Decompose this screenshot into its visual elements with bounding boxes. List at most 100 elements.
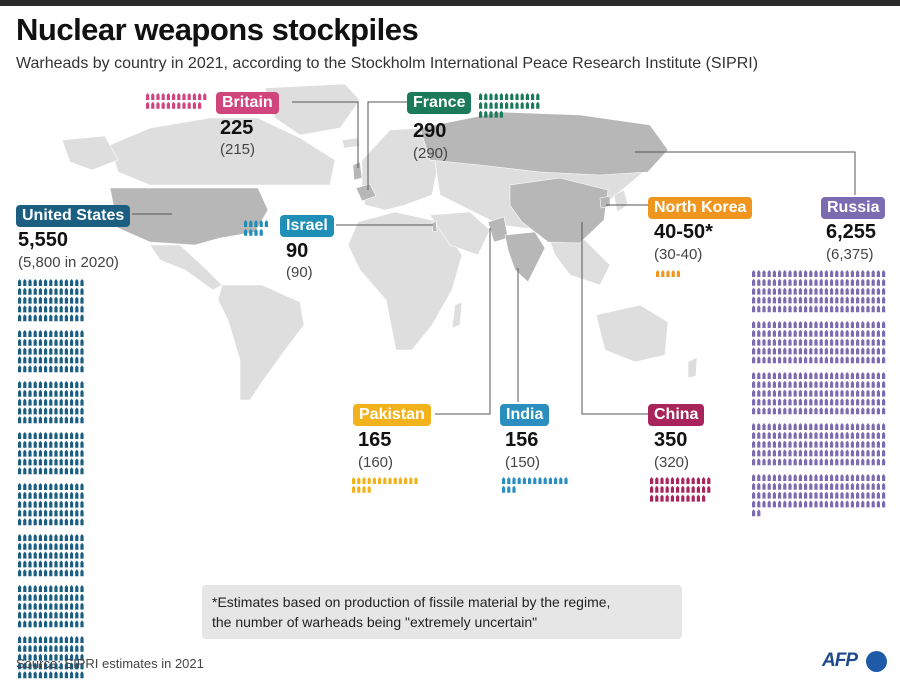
warhead-icon: [871, 329, 875, 337]
warhead-icon: [33, 671, 37, 679]
warhead-icon: [44, 338, 48, 346]
warhead-icon: [177, 101, 181, 109]
warhead-icon: [762, 389, 766, 397]
warhead-icon: [70, 365, 74, 373]
warhead-icon: [59, 491, 63, 499]
warhead-icon: [18, 602, 22, 610]
warhead-icon: [502, 485, 506, 493]
warhead-icon: [18, 407, 22, 415]
warhead-icon: [670, 485, 674, 493]
warhead-icon: [882, 389, 886, 397]
warhead-icon: [866, 296, 870, 304]
warhead-icon: [38, 296, 42, 304]
warhead-icon: [819, 398, 823, 406]
warhead-icon: [28, 365, 32, 373]
warhead-icon: [54, 398, 58, 406]
warhead-icon: [59, 542, 63, 550]
value-israel: 90: [286, 240, 309, 262]
warhead-icon: [75, 449, 79, 457]
warhead-icon: [38, 407, 42, 415]
warhead-icon: [824, 321, 828, 328]
warhead-icon: [882, 449, 886, 457]
warhead-icon: [804, 278, 808, 286]
warhead-icon: [783, 474, 787, 481]
warhead-icon: [38, 611, 42, 619]
warhead-icon: [882, 474, 886, 481]
warhead-icon: [798, 305, 802, 313]
warhead-icon: [762, 482, 766, 490]
warhead-icon: [850, 407, 854, 415]
warhead-icon: [840, 440, 844, 448]
warhead-icon: [856, 431, 860, 439]
warhead-icon: [814, 321, 818, 328]
warhead-icon: [814, 500, 818, 508]
warhead-icon: [871, 321, 875, 328]
leader-france: [367, 101, 408, 190]
warhead-icon: [850, 474, 854, 481]
warhead-icon: [824, 372, 828, 379]
warhead-icon: [850, 431, 854, 439]
warhead-icon: [54, 491, 58, 499]
warhead-icon: [479, 110, 483, 118]
warhead-icon: [861, 491, 865, 499]
warhead-icon: [172, 93, 176, 100]
warhead-icon: [18, 338, 22, 346]
warhead-icon: [788, 296, 792, 304]
icons-russia: [752, 270, 886, 517]
warhead-icon: [752, 440, 756, 448]
warhead-icon: [54, 467, 58, 475]
warhead-icon: [757, 338, 761, 346]
warhead-icon: [44, 593, 48, 601]
warhead-icon: [871, 389, 875, 397]
warhead-icon: [772, 338, 776, 346]
warhead-icon: [64, 483, 68, 490]
warhead-icon: [23, 662, 27, 670]
warhead-icon: [871, 372, 875, 379]
warhead-icon: [882, 338, 886, 346]
previous-israel: (90): [286, 264, 313, 281]
warhead-icon: [783, 372, 787, 379]
warhead-icon: [835, 423, 839, 430]
warhead-icon: [809, 491, 813, 499]
warhead-icon: [525, 93, 529, 100]
warhead-icon: [18, 671, 22, 679]
warhead-icon: [814, 431, 818, 439]
warhead-icon: [489, 101, 493, 109]
warhead-icon: [38, 467, 42, 475]
warhead-icon: [80, 381, 84, 388]
warhead-icon: [757, 509, 761, 517]
warhead-icon: [75, 518, 79, 526]
warhead-icon: [75, 432, 79, 439]
warhead-icon: [80, 551, 84, 559]
warhead-icon: [856, 356, 860, 364]
warhead-icon: [845, 449, 849, 457]
warhead-icon: [33, 662, 37, 670]
warhead-icon: [49, 620, 53, 628]
warhead-icon: [788, 329, 792, 337]
warhead-icon: [59, 305, 63, 313]
warhead-icon: [54, 602, 58, 610]
warhead-icon: [64, 569, 68, 577]
warhead-icon: [798, 407, 802, 415]
warhead-icon: [80, 338, 84, 346]
warhead-icon: [54, 279, 58, 286]
warhead-icon: [830, 321, 834, 328]
warhead-icon: [762, 458, 766, 466]
warhead-icon: [38, 365, 42, 373]
warhead-icon: [856, 296, 860, 304]
warhead-icon: [793, 287, 797, 295]
warhead-icon: [23, 551, 27, 559]
warhead-icon: [38, 347, 42, 355]
warhead-icon: [809, 305, 813, 313]
warhead-icon: [192, 101, 196, 109]
warhead-icon: [882, 321, 886, 328]
warhead-icon: [54, 347, 58, 355]
warhead-icon: [767, 287, 771, 295]
warhead-icon: [788, 380, 792, 388]
warhead-icon: [882, 423, 886, 430]
warhead-icon: [38, 458, 42, 466]
warhead-icon: [856, 270, 860, 277]
warhead-icon: [70, 569, 74, 577]
warhead-icon: [861, 458, 865, 466]
warhead-icon: [814, 474, 818, 481]
